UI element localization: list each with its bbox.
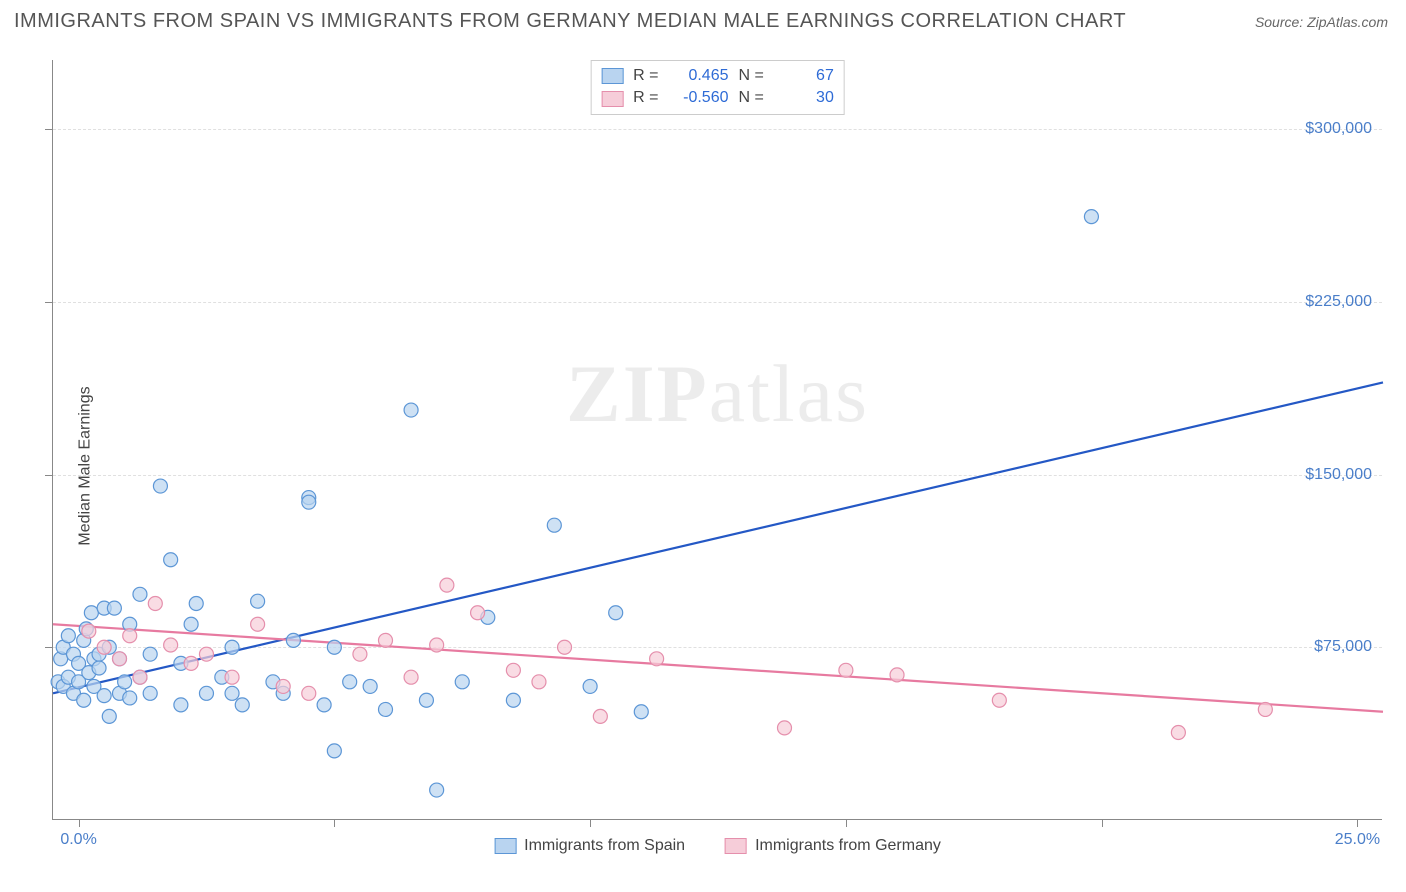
r-value-germany: -0.560 — [669, 87, 729, 109]
legend-label: Immigrants from Germany — [755, 837, 941, 855]
stats-legend: R = 0.465 N = 67 R = -0.560 N = 30 — [590, 60, 845, 115]
page-title: IMMIGRANTS FROM SPAIN VS IMMIGRANTS FROM… — [14, 10, 1126, 33]
stats-row-spain: R = 0.465 N = 67 — [601, 65, 834, 87]
stats-row-germany: R = -0.560 N = 30 — [601, 87, 834, 109]
swatch-germany — [725, 838, 747, 854]
n-label: N = — [739, 65, 764, 87]
legend-item-spain: Immigrants from Spain — [494, 837, 685, 855]
n-label: N = — [739, 87, 764, 109]
scatter-points — [53, 60, 1382, 819]
x-tick-label: 0.0% — [60, 831, 96, 849]
source-attribution: Source: ZipAtlas.com — [1255, 14, 1388, 30]
swatch-spain — [601, 68, 623, 84]
r-label: R = — [633, 87, 658, 109]
x-tick-label: 25.0% — [1335, 831, 1380, 849]
swatch-spain — [494, 838, 516, 854]
r-label: R = — [633, 65, 658, 87]
series-legend: Immigrants from Spain Immigrants from Ge… — [494, 837, 941, 855]
plot-area: ZIPatlas $75,000$150,000$225,000$300,000… — [52, 60, 1382, 820]
legend-label: Immigrants from Spain — [524, 837, 685, 855]
n-value-germany: 30 — [774, 87, 834, 109]
n-value-spain: 67 — [774, 65, 834, 87]
r-value-spain: 0.465 — [669, 65, 729, 87]
legend-item-germany: Immigrants from Germany — [725, 837, 941, 855]
swatch-germany — [601, 91, 623, 107]
correlation-chart: Median Male Earnings ZIPatlas $75,000$15… — [0, 40, 1406, 892]
